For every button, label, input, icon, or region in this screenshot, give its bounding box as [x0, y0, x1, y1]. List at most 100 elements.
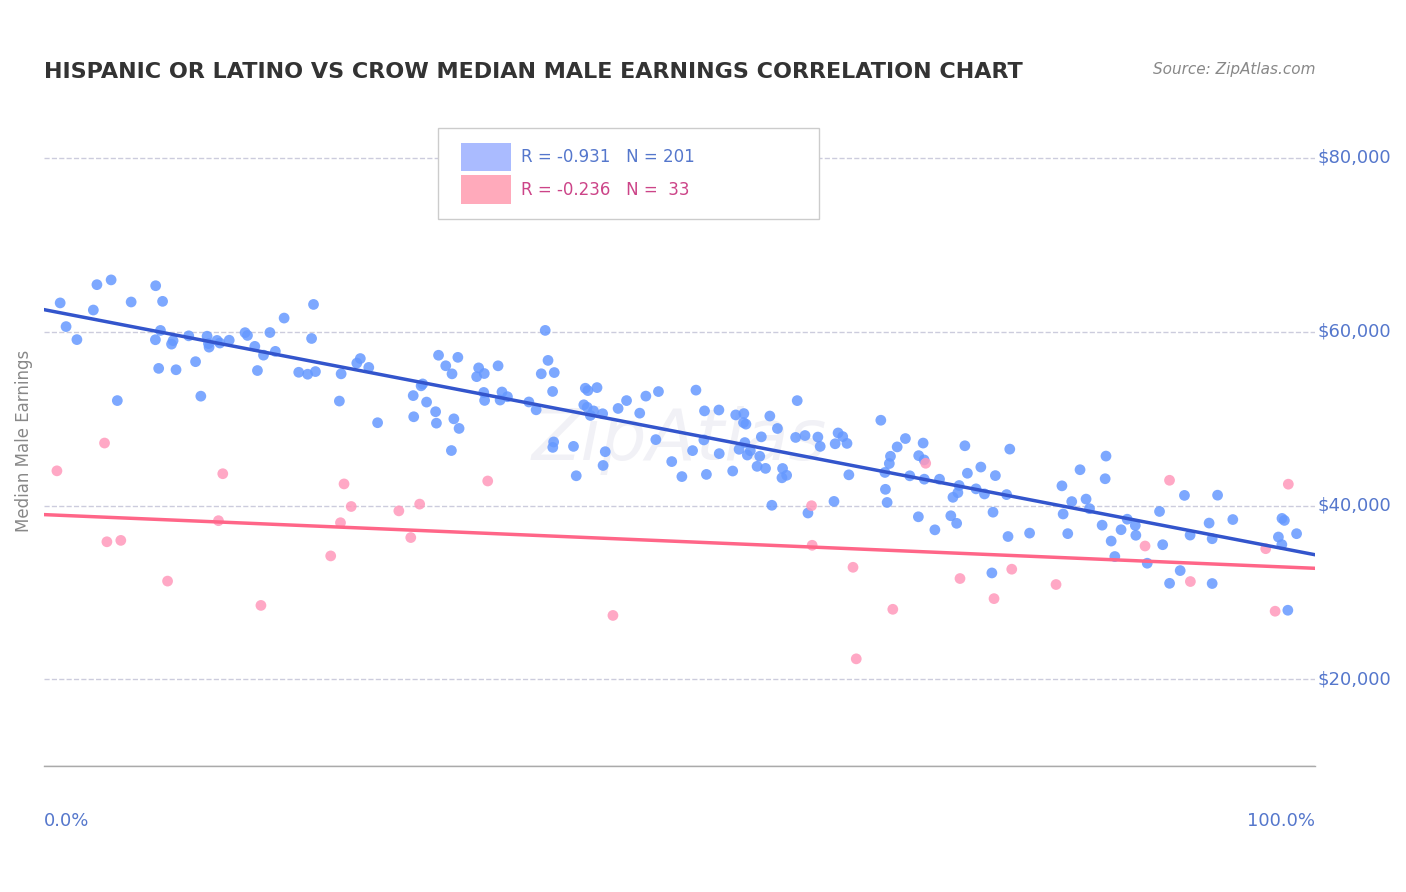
Point	[541, 441, 564, 455]
Point	[447, 351, 470, 365]
Point	[1222, 512, 1244, 526]
Point	[1285, 526, 1308, 541]
Point	[949, 572, 972, 586]
Point	[912, 436, 935, 450]
Point	[794, 428, 817, 442]
Text: $80,000: $80,000	[1317, 149, 1392, 167]
Point	[184, 354, 207, 368]
Point	[956, 467, 979, 481]
Point	[1001, 562, 1024, 576]
Point	[748, 450, 770, 464]
Text: R = -0.931   N = 201: R = -0.931 N = 201	[520, 148, 695, 166]
Point	[1173, 488, 1195, 502]
Point	[644, 433, 666, 447]
Point	[349, 351, 371, 366]
Point	[524, 402, 547, 417]
Point	[197, 336, 219, 351]
Point	[1116, 512, 1139, 526]
Point	[287, 365, 309, 379]
Point	[745, 459, 768, 474]
Text: 0.0%: 0.0%	[44, 812, 90, 830]
Point	[1277, 477, 1299, 491]
Point	[1168, 564, 1191, 578]
Point	[827, 425, 849, 440]
Point	[86, 277, 108, 292]
Point	[96, 534, 118, 549]
Point	[616, 393, 638, 408]
Point	[496, 390, 519, 404]
Point	[800, 499, 823, 513]
Point	[399, 531, 422, 545]
Point	[733, 416, 755, 430]
Point	[1109, 523, 1132, 537]
Point	[259, 326, 281, 340]
Point	[759, 409, 782, 423]
Point	[427, 348, 450, 362]
Point	[330, 367, 353, 381]
Point	[198, 340, 221, 354]
Point	[661, 454, 683, 468]
Point	[980, 566, 1002, 580]
Point	[734, 435, 756, 450]
Point	[647, 384, 669, 399]
Point	[246, 363, 269, 377]
FancyBboxPatch shape	[439, 128, 820, 219]
Point	[45, 464, 67, 478]
Point	[914, 456, 936, 470]
Point	[1074, 492, 1097, 507]
Point	[1045, 577, 1067, 591]
Point	[440, 443, 463, 458]
Point	[165, 363, 187, 377]
Point	[576, 401, 599, 415]
Point	[1271, 538, 1294, 552]
Point	[367, 416, 389, 430]
Text: 100.0%: 100.0%	[1247, 812, 1315, 830]
Point	[735, 417, 758, 431]
Point	[775, 468, 797, 483]
Point	[671, 469, 693, 483]
Point	[264, 344, 287, 359]
Point	[724, 408, 747, 422]
Point	[110, 533, 132, 548]
Point	[946, 485, 969, 500]
Point	[879, 457, 901, 471]
Point	[576, 384, 599, 398]
Point	[939, 508, 962, 523]
Point	[1125, 528, 1147, 542]
Point	[721, 464, 744, 478]
Point	[907, 449, 929, 463]
Point	[1133, 539, 1156, 553]
Point	[983, 591, 1005, 606]
Point	[842, 560, 865, 574]
Point	[1206, 488, 1229, 502]
Point	[149, 323, 172, 337]
Point	[1198, 516, 1220, 530]
Point	[879, 450, 901, 464]
Point	[120, 295, 142, 310]
Point	[740, 443, 762, 458]
Point	[1271, 511, 1294, 525]
Point	[412, 376, 434, 391]
Point	[997, 529, 1019, 543]
Point	[807, 430, 830, 444]
Point	[388, 504, 411, 518]
Point	[467, 360, 489, 375]
Point	[449, 421, 471, 435]
Point	[329, 516, 352, 530]
Point	[491, 384, 513, 399]
Point	[761, 498, 783, 512]
Point	[602, 608, 624, 623]
Point	[534, 323, 557, 337]
Point	[1091, 518, 1114, 533]
Point	[728, 442, 751, 457]
Point	[1056, 526, 1078, 541]
Point	[411, 379, 433, 393]
Point	[145, 333, 167, 347]
Point	[737, 448, 759, 462]
Point	[574, 381, 596, 395]
Point	[340, 500, 363, 514]
Point	[82, 303, 104, 318]
Text: R = -0.236   N =  33: R = -0.236 N = 33	[520, 180, 689, 199]
Point	[751, 430, 773, 444]
Point	[945, 516, 967, 531]
